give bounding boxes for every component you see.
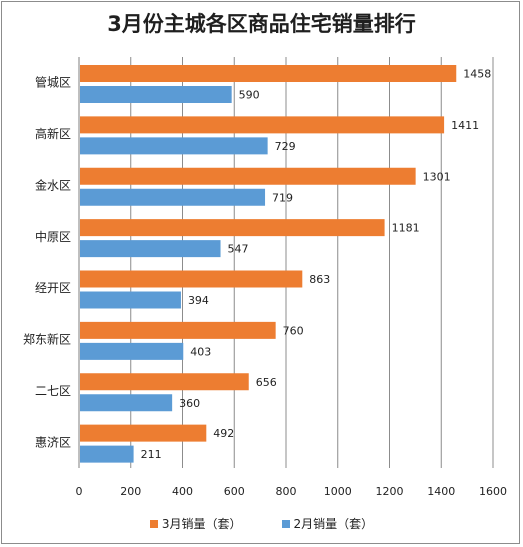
data-label-march-6: 656 xyxy=(256,376,277,389)
x-tick-label-1400: 1400 xyxy=(427,485,455,498)
data-label-march-0: 1458 xyxy=(463,68,491,81)
x-tick-label-200: 200 xyxy=(120,485,141,498)
data-label-march-4: 863 xyxy=(309,273,330,286)
x-tick-label-0: 0 xyxy=(76,485,83,498)
bars xyxy=(80,65,457,463)
data-label-february-5: 403 xyxy=(190,345,211,358)
data-label-february-1: 729 xyxy=(275,140,296,153)
data-label-february-2: 719 xyxy=(272,191,293,204)
data-label-march-2: 1301 xyxy=(423,170,451,183)
category-label-5: 郑东新区 xyxy=(23,332,71,347)
legend-label-february: 2月销量（套） xyxy=(293,517,374,531)
data-label-february-7: 211 xyxy=(141,448,162,461)
bar-february-1 xyxy=(80,137,268,155)
data-label-march-7: 492 xyxy=(213,427,234,440)
bar-february-4 xyxy=(80,291,181,309)
bar-february-3 xyxy=(80,240,221,258)
data-label-february-0: 590 xyxy=(239,89,260,102)
data-label-march-3: 1181 xyxy=(392,222,420,235)
x-tick-label-1600: 1600 xyxy=(479,485,507,498)
category-label-3: 中原区 xyxy=(35,229,71,244)
bar-march-5 xyxy=(80,321,276,339)
bar-march-1 xyxy=(80,116,445,134)
category-label-0: 管城区 xyxy=(35,75,71,90)
bar-february-2 xyxy=(80,188,266,206)
bar-february-5 xyxy=(80,342,184,360)
category-label-2: 金水区 xyxy=(35,177,71,192)
legend-swatch-orange xyxy=(149,519,158,528)
legend-swatch-blue xyxy=(281,519,290,528)
data-label-february-3: 547 xyxy=(228,243,249,256)
bar-march-7 xyxy=(80,424,207,442)
category-label-1: 高新区 xyxy=(35,126,71,141)
labels: 0 200 400 600 800 1000 1200 1400 1600 管城区 1458 590 高… xyxy=(23,68,507,499)
category-label-6: 二七区 xyxy=(35,384,71,398)
chart-title: 3月份主城各区商品住宅销量排行 xyxy=(107,12,416,36)
legend-item-series-1: 2月销量（套） xyxy=(281,515,374,532)
x-tick-label-800: 800 xyxy=(276,485,297,498)
bar-march-3 xyxy=(80,219,385,237)
x-tick-label-1200: 1200 xyxy=(376,485,404,498)
bar-february-0 xyxy=(80,86,232,103)
data-label-february-6: 360 xyxy=(179,397,200,410)
data-label-february-4: 394 xyxy=(188,294,209,307)
bar-march-4 xyxy=(80,270,303,288)
category-label-7: 惠济区 xyxy=(35,434,71,449)
bar-february-6 xyxy=(80,394,173,412)
bar-march-0 xyxy=(80,65,457,82)
category-label-4: 经开区 xyxy=(35,281,71,295)
x-tick-label-1000: 1000 xyxy=(324,485,352,498)
bar-march-6 xyxy=(80,373,249,391)
x-tick-label-400: 400 xyxy=(172,485,193,498)
legend-label-march: 3月销量（套） xyxy=(161,517,242,531)
data-label-march-5: 760 xyxy=(283,324,304,337)
legend-item-series-0: 3月销量（套） xyxy=(149,515,242,532)
legend: 3月销量（套） 2月销量（套） xyxy=(0,515,523,532)
bar-february-7 xyxy=(80,445,134,463)
x-tick-label-600: 600 xyxy=(224,485,245,498)
data-label-march-1: 1411 xyxy=(451,119,479,132)
bar-march-2 xyxy=(80,167,416,185)
